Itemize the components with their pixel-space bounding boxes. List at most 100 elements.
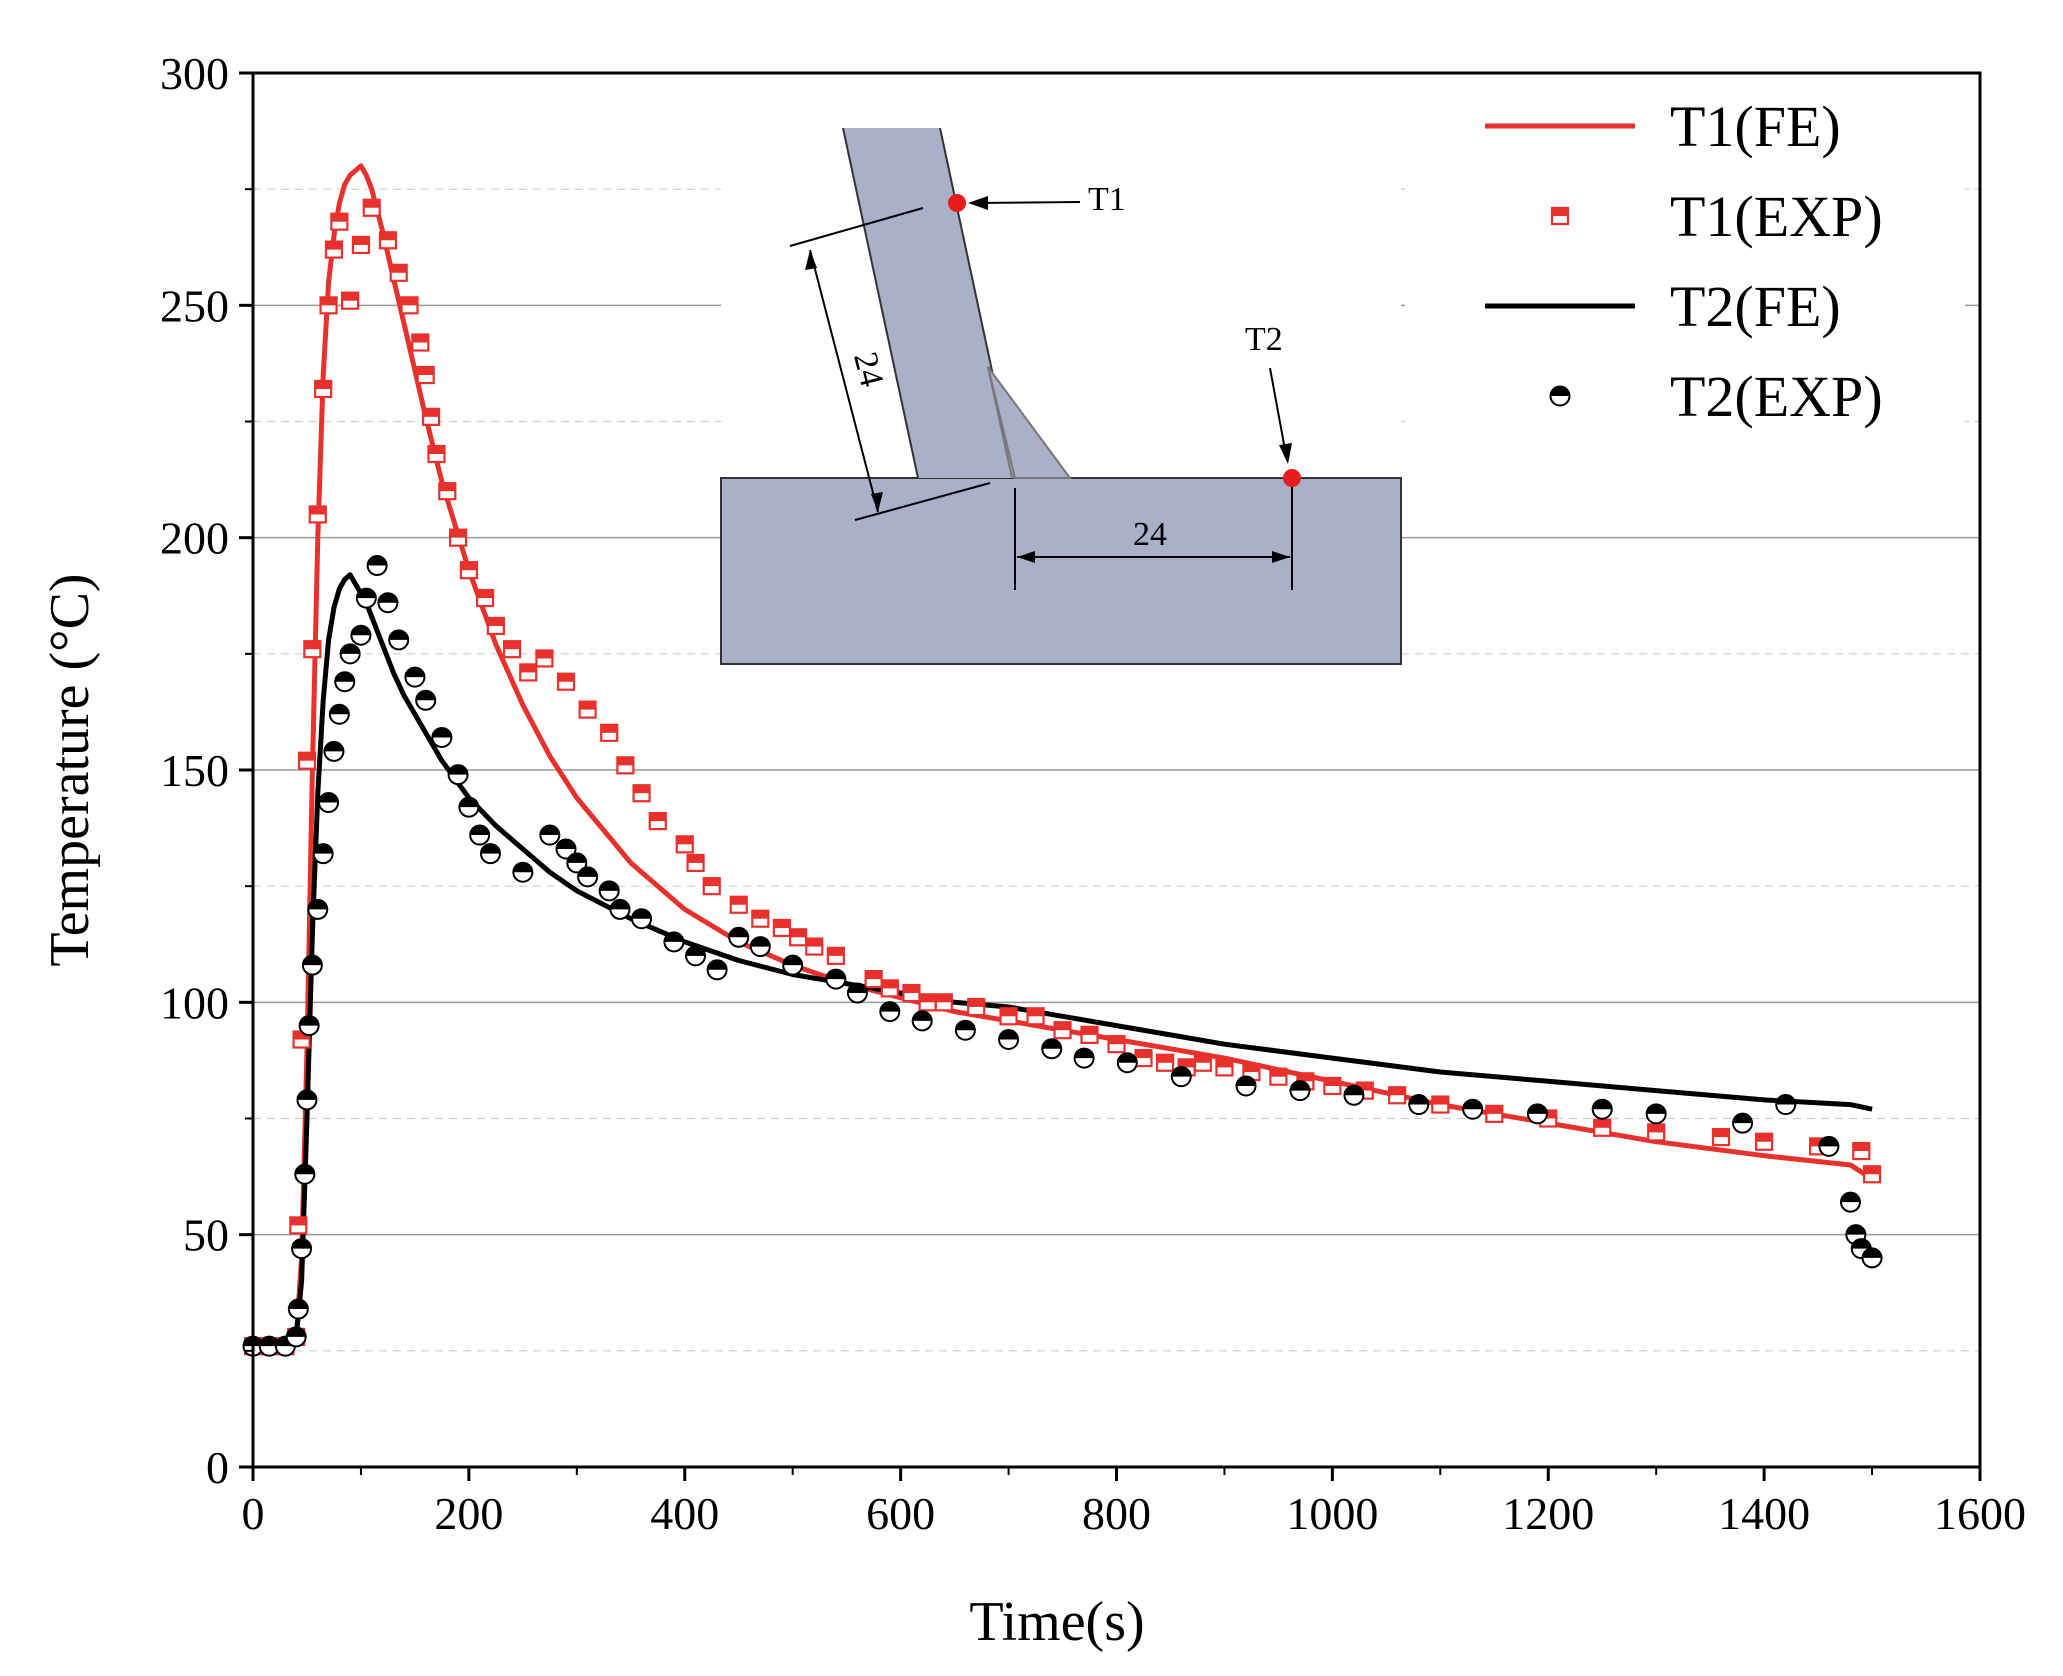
data-point-t1-exp--fill bbox=[919, 994, 936, 1003]
data-point-t1-exp- bbox=[341, 291, 360, 310]
data-point-t1-exp--fill bbox=[1027, 1008, 1044, 1017]
data-point-t2-exp--fill bbox=[356, 588, 376, 599]
data-point-t1-exp- bbox=[411, 333, 430, 352]
data-point-t2-exp- bbox=[291, 1238, 313, 1260]
data-point-t2-exp- bbox=[685, 945, 707, 967]
data-point-t1-exp- bbox=[967, 997, 986, 1017]
data-point-t1-exp- bbox=[675, 835, 694, 854]
data-point-t2-exp--fill bbox=[1840, 1192, 1860, 1203]
data-point-t1-exp- bbox=[702, 877, 721, 896]
data-point-t2-exp--fill bbox=[1344, 1085, 1364, 1096]
data-point-t2-exp--fill bbox=[378, 593, 398, 603]
data-point-t1-exp--fill bbox=[881, 980, 898, 989]
data-point-t2-exp- bbox=[312, 843, 334, 865]
data-point-t2-exp- bbox=[415, 689, 437, 711]
data-point-t2-exp- bbox=[328, 703, 350, 725]
data-point-t1-exp- bbox=[1647, 1123, 1666, 1142]
data-point-t2-exp- bbox=[598, 880, 620, 902]
data-point-t1-exp- bbox=[502, 640, 522, 659]
data-point-t1-exp--fill bbox=[1853, 1143, 1870, 1152]
data-point-t1-exp- bbox=[1269, 1067, 1288, 1086]
data-point-t1-exp--fill bbox=[417, 367, 434, 376]
data-point-t2-exp- bbox=[706, 959, 728, 981]
legend-background bbox=[1405, 100, 1965, 440]
legend: T1(FE) T1(EXP) T2(FE) T2(EXP) bbox=[1405, 94, 1965, 440]
data-point-t1-exp- bbox=[999, 1007, 1018, 1026]
legend-marker-square-fill bbox=[1552, 208, 1568, 216]
data-point-t1-exp- bbox=[918, 993, 937, 1012]
data-point-t2-exp--fill bbox=[324, 741, 344, 752]
data-point-t1-exp--fill bbox=[423, 408, 440, 417]
data-point-t1-exp- bbox=[1755, 1132, 1774, 1151]
series-line-t2-fe- bbox=[253, 572, 1873, 1349]
data-point-t1-exp- bbox=[421, 407, 441, 426]
data-point-t1-exp- bbox=[389, 263, 408, 282]
data-point-t2-exp- bbox=[1041, 1038, 1063, 1060]
data-point-t1-exp--fill bbox=[1756, 1133, 1773, 1142]
data-point-t1-exp- bbox=[556, 672, 576, 691]
data-point-t1-exp--fill bbox=[320, 297, 337, 306]
data-point-t1-exp- bbox=[902, 983, 921, 1003]
data-point-t2-exp--fill bbox=[351, 625, 371, 636]
data-point-t2-exp--fill bbox=[1851, 1239, 1871, 1249]
data-point-t2-exp--fill bbox=[1236, 1076, 1256, 1086]
data-point-t1-exp- bbox=[535, 649, 554, 668]
data-point-t1-exp--fill bbox=[865, 971, 882, 980]
data-point-t2-exp--fill bbox=[578, 867, 598, 877]
data-point-t1-exp- bbox=[751, 909, 770, 928]
data-point-t2-exp- bbox=[782, 954, 804, 976]
data-point-t1-exp- bbox=[934, 993, 953, 1012]
data-point-t2-exp--fill bbox=[1042, 1039, 1062, 1049]
data-point-t2-exp- bbox=[555, 838, 577, 860]
data-point-t1-exp--fill bbox=[1135, 1050, 1152, 1059]
inset-t1-label: T1 bbox=[1088, 181, 1126, 218]
data-point-t1-exp--fill bbox=[390, 264, 407, 273]
x-tick-label: 200 bbox=[434, 1488, 503, 1539]
data-point-t2-exp--fill bbox=[847, 983, 867, 994]
data-point-t1-exp--fill bbox=[1243, 1064, 1260, 1073]
data-point-t1-exp--fill bbox=[412, 334, 429, 343]
data-point-t1-exp--fill bbox=[1216, 1059, 1233, 1068]
data-point-t2-exp--fill bbox=[610, 899, 630, 910]
data-point-t2-exp- bbox=[1591, 1098, 1613, 1120]
data-point-t2-exp--fill bbox=[480, 844, 500, 854]
legend-item-t2-fe: T2(FE) bbox=[1485, 274, 1841, 339]
legend-item-t2-exp: T2(EXP) bbox=[1549, 364, 1883, 429]
data-point-t1-exp- bbox=[289, 1216, 308, 1235]
data-point-t1-exp- bbox=[788, 928, 808, 947]
data-point-t2-exp--fill bbox=[1862, 1248, 1882, 1258]
legend-label-t1-fe: T1(FE) bbox=[1670, 94, 1841, 159]
data-point-t2-exp--fill bbox=[432, 727, 452, 738]
data-point-t1-exp--fill bbox=[1270, 1068, 1287, 1077]
data-point-t1-exp--fill bbox=[1054, 1022, 1071, 1031]
data-point-t2-exp--fill bbox=[1171, 1067, 1191, 1077]
data-point-t2-exp--fill bbox=[707, 960, 727, 970]
inset-inclined-plate bbox=[843, 128, 1015, 478]
data-point-t2-exp- bbox=[339, 643, 361, 665]
inset-dim-h-arrow-left bbox=[1017, 551, 1035, 563]
data-point-t1-exp- bbox=[475, 588, 495, 608]
data-point-t1-exp--fill bbox=[450, 529, 467, 538]
data-point-t2-exp--fill bbox=[286, 1327, 306, 1337]
data-point-t2-exp- bbox=[631, 908, 653, 930]
data-point-t1-exp--fill bbox=[633, 785, 650, 794]
data-point-t2-exp--fill bbox=[1592, 1099, 1612, 1110]
data-point-t1-exp--fill bbox=[1108, 1036, 1125, 1045]
data-point-t1-exp--fill bbox=[1864, 1166, 1881, 1175]
data-point-t2-exp- bbox=[825, 968, 847, 990]
data-point-t1-exp- bbox=[1215, 1058, 1234, 1077]
data-point-t2-exp- bbox=[1235, 1075, 1257, 1097]
inset-diagram: 24 24 T1 T2 bbox=[720, 110, 1402, 670]
data-point-t2-exp--fill bbox=[1733, 1113, 1753, 1124]
data-point-t2-exp- bbox=[366, 555, 388, 577]
x-axis-title: Time(s) bbox=[969, 1591, 1144, 1653]
inset-base-plate bbox=[720, 477, 1402, 665]
data-point-t1-exp- bbox=[459, 561, 478, 580]
data-point-t2-exp- bbox=[296, 1089, 318, 1111]
data-point-t2-exp--fill bbox=[599, 881, 619, 891]
y-tick-label: 300 bbox=[160, 48, 229, 99]
y-tick-label: 150 bbox=[160, 745, 229, 796]
data-point-t1-exp- bbox=[600, 723, 619, 742]
data-point-t2-exp- bbox=[1073, 1047, 1095, 1069]
legend-item-t1-exp: T1(EXP) bbox=[1550, 184, 1883, 249]
